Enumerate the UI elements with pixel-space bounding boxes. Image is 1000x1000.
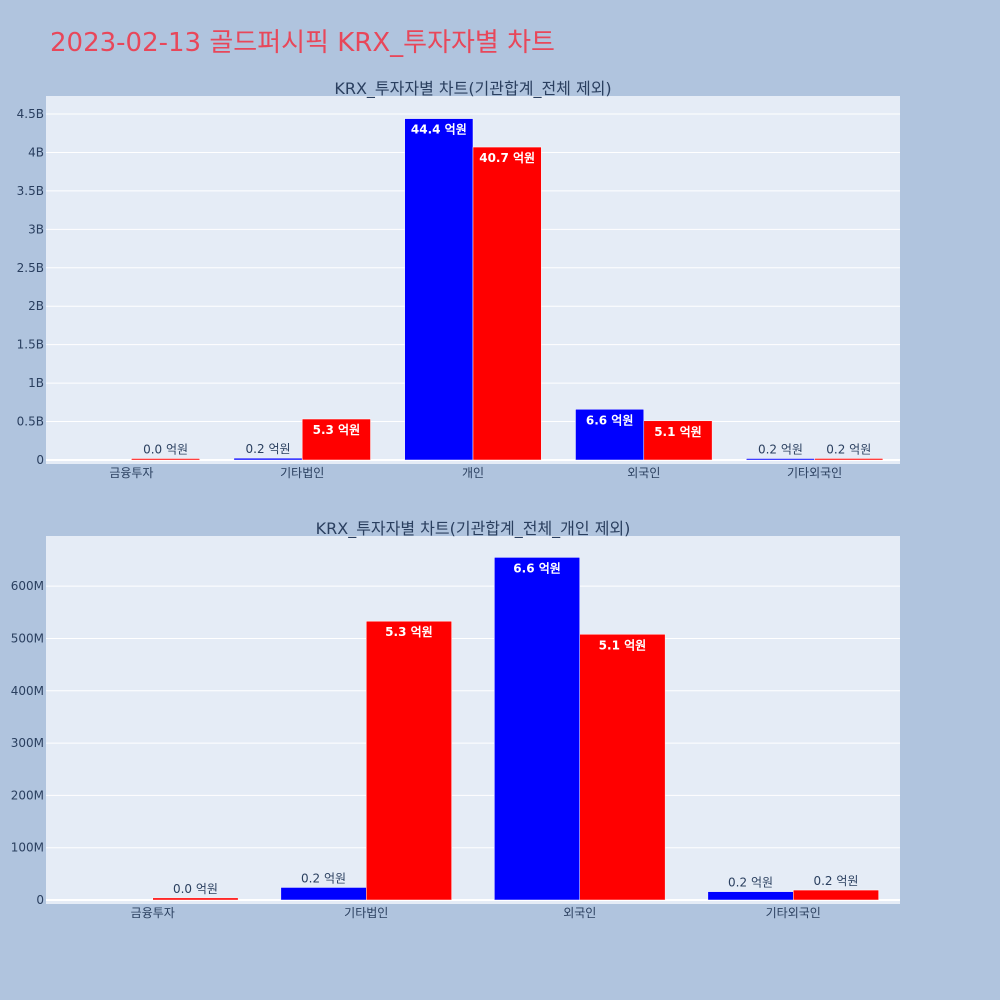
data-label: 5.1 억원 bbox=[654, 425, 702, 439]
y-tick-label: 3.5B bbox=[17, 184, 44, 198]
y-tick-label: 400M bbox=[11, 684, 44, 698]
chart-title: KRX_투자자별 차트(기관합계_전체 제외) bbox=[334, 79, 611, 99]
x-tick-label: 외국인 bbox=[627, 466, 660, 480]
chart-2: 0 100M 200M 300M 400M 500M 600M KRX_투자자별 차트(기관합… bbox=[11, 519, 900, 920]
buy-bar-3[interactable] bbox=[494, 557, 581, 901]
data-label: 0.2 억원 bbox=[758, 443, 803, 457]
data-label: 40.7 억원 bbox=[479, 151, 535, 165]
sell-bar-2[interactable] bbox=[301, 418, 371, 461]
data-label: 44.4 억원 bbox=[411, 123, 467, 137]
data-label: 6.6 억원 bbox=[586, 413, 634, 427]
y-tick-label: 0.5B bbox=[17, 415, 44, 429]
sell-bar-4[interactable] bbox=[793, 889, 879, 901]
sell-bar-1[interactable] bbox=[131, 458, 200, 461]
y-tick-label: 300M bbox=[11, 736, 44, 750]
x-tick-label: 기타외국인 bbox=[787, 466, 842, 480]
y-tick-label: 4.5B bbox=[17, 107, 44, 121]
x-tick-label: 금융투자 bbox=[131, 906, 175, 920]
y-tick-label: 4B bbox=[28, 145, 44, 159]
y-tick-label: 2B bbox=[28, 299, 44, 313]
data-label: 5.1 억원 bbox=[599, 638, 647, 652]
y-tick-label: 2.5B bbox=[17, 261, 44, 275]
buy-bar-4[interactable] bbox=[707, 891, 794, 901]
buy-bar-3[interactable] bbox=[404, 118, 474, 461]
x-tick-label: 개인 bbox=[462, 466, 484, 480]
data-label: 0.0 억원 bbox=[173, 882, 218, 896]
y-tick-label: 100M bbox=[11, 841, 44, 855]
sell-bar-3[interactable] bbox=[579, 634, 666, 901]
buy-bar-2[interactable] bbox=[280, 887, 367, 901]
x-tick-label: 기타법인 bbox=[344, 906, 388, 920]
chart-title: KRX_투자자별 차트(기관합계_전체_개인 제외) bbox=[316, 519, 631, 539]
y-tick-label: 1.5B bbox=[17, 338, 44, 352]
sell-bar-4[interactable] bbox=[643, 420, 713, 461]
y-tick-label: 0 bbox=[36, 893, 44, 907]
y-tick-label: 0 bbox=[36, 453, 44, 467]
data-label: 5.3 억원 bbox=[385, 625, 433, 639]
sell-bar-1[interactable] bbox=[152, 897, 239, 901]
buy-bar-5[interactable] bbox=[746, 458, 815, 461]
data-label: 0.2 억원 bbox=[728, 876, 773, 890]
data-label: 0.2 억원 bbox=[813, 874, 858, 888]
data-label: 0.0 억원 bbox=[143, 443, 188, 457]
x-tick-label: 기타법인 bbox=[280, 466, 324, 480]
y-tick-label: 600M bbox=[11, 579, 44, 593]
x-tick-label: 외국인 bbox=[563, 906, 596, 920]
buy-bar-2[interactable] bbox=[233, 457, 303, 461]
data-label: 0.2 억원 bbox=[826, 442, 871, 456]
chart-1: 0 0.5B 1B 1.5B 2B 2.5B 3B 3.5B 4B 4.5B KRX_투자자별 차트… bbox=[17, 79, 900, 480]
sell-bar-2[interactable] bbox=[366, 620, 452, 901]
y-tick-label: 500M bbox=[11, 631, 44, 645]
data-label: 6.6 억원 bbox=[513, 561, 561, 575]
buy-bar-4[interactable] bbox=[575, 409, 645, 461]
x-tick-label: 기타외국인 bbox=[766, 906, 821, 920]
page-title: 2023-02-13 골드퍼시픽 KRX_투자자별 차트 bbox=[50, 28, 555, 58]
y-tick-label: 200M bbox=[11, 788, 44, 802]
data-label: 5.3 억원 bbox=[313, 423, 361, 437]
data-label: 0.2 억원 bbox=[301, 871, 346, 885]
y-tick-label: 1B bbox=[28, 376, 44, 390]
sell-bar-3[interactable] bbox=[472, 146, 542, 461]
data-label: 0.2 억원 bbox=[246, 442, 291, 456]
y-tick-label: 3B bbox=[28, 222, 44, 236]
sell-bar-5[interactable] bbox=[814, 458, 884, 461]
x-tick-label: 금융투자 bbox=[109, 466, 153, 480]
plot-area bbox=[46, 536, 900, 904]
